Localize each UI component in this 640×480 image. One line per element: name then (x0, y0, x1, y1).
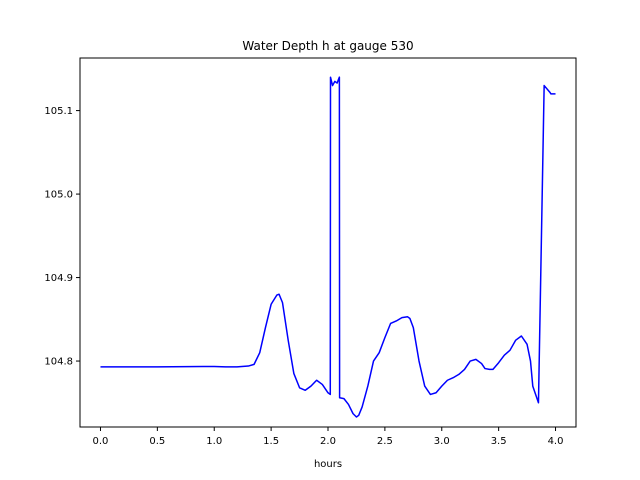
chart-title: Water Depth h at gauge 530 (242, 39, 413, 53)
y-tick-label: 105.0 (44, 190, 73, 201)
x-tick-label: 3.5 (491, 436, 507, 447)
x-tick-label: 2.0 (320, 436, 336, 447)
x-tick-label: 1.5 (263, 436, 279, 447)
x-tick-label: 0.5 (149, 436, 165, 447)
x-tick-label: 0.0 (93, 436, 109, 447)
plot-area-frame (79, 57, 577, 428)
x-axis-ticks: 0.0 0.5 1.0 1.5 2.0 2.5 3.0 3.5 4.0 (93, 427, 564, 447)
water-depth-series-line (100, 76, 556, 418)
y-tick-label: 105.1 (44, 106, 73, 117)
x-axis-label: hours (314, 459, 342, 470)
x-tick-label: 3.0 (434, 436, 450, 447)
y-tick-label: 104.9 (44, 273, 73, 284)
y-tick-label: 104.8 (44, 357, 73, 368)
x-tick-label: 4.0 (548, 436, 564, 447)
series-layer (100, 76, 556, 418)
y-axis-ticks: 104.8 104.9 105.0 105.1 (44, 106, 80, 368)
x-tick-label: 2.5 (377, 436, 393, 447)
x-tick-label: 1.0 (206, 436, 222, 447)
